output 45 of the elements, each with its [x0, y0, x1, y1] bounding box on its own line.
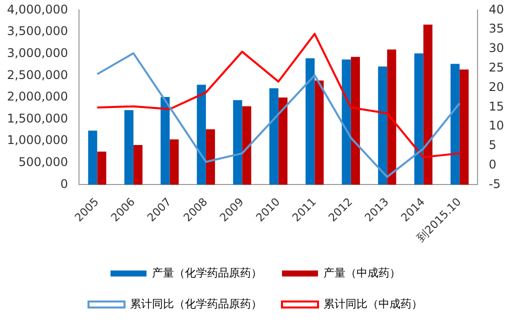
bar	[133, 145, 142, 185]
y2-tick-label: 30	[488, 41, 504, 56]
bar	[233, 100, 242, 185]
y-tick-label: 1,000,000	[6, 133, 68, 148]
bar	[97, 152, 106, 185]
bar	[414, 53, 424, 185]
y2-tick-label: 5	[488, 138, 496, 152]
bar	[196, 84, 206, 185]
y-tick-label: 3,000,000	[6, 46, 68, 60]
y-tick-label: 4,000,000	[6, 2, 68, 16]
y-tick-label: 3,500,000	[6, 24, 68, 38]
y2-tick-label: 25	[488, 60, 504, 74]
y2-tick-label: -5	[488, 176, 501, 191]
y2-tick-label: 40	[488, 2, 504, 16]
bar	[387, 49, 396, 185]
bar	[314, 80, 324, 185]
legend-label: 累计同比（化学药品原药）	[130, 297, 262, 310]
bar	[242, 106, 252, 185]
legend-label: 产量（中成药）	[324, 266, 400, 280]
y2-tick-label: 0	[488, 157, 496, 172]
bar	[170, 139, 179, 185]
bar	[88, 130, 98, 185]
y2-tick-label: 15	[488, 99, 504, 114]
bar	[460, 70, 469, 185]
bar	[160, 97, 170, 185]
bar	[423, 24, 432, 185]
bar	[278, 97, 288, 185]
bar	[124, 110, 134, 185]
y-tick-label: 0	[60, 176, 68, 191]
y2-tick-label: 10	[488, 118, 504, 133]
bar	[378, 66, 388, 185]
y-tick-label: 500,000	[18, 155, 68, 170]
y-tick-label: 2,000,000	[6, 90, 68, 104]
y2-tick-label: 20	[488, 80, 504, 94]
legend-label: 产量（化学药品原药）	[152, 266, 262, 280]
bar	[350, 56, 360, 185]
bar	[306, 58, 315, 185]
y-tick-label: 1,500,000	[6, 111, 68, 126]
bar	[342, 60, 351, 185]
y-tick-label: 2,500,000	[6, 68, 68, 82]
bar	[206, 129, 215, 185]
bar	[269, 88, 278, 185]
bar	[450, 64, 460, 185]
y2-tick-label: 35	[488, 22, 504, 36]
legend-label: 累计同比（中成药）	[324, 297, 422, 310]
